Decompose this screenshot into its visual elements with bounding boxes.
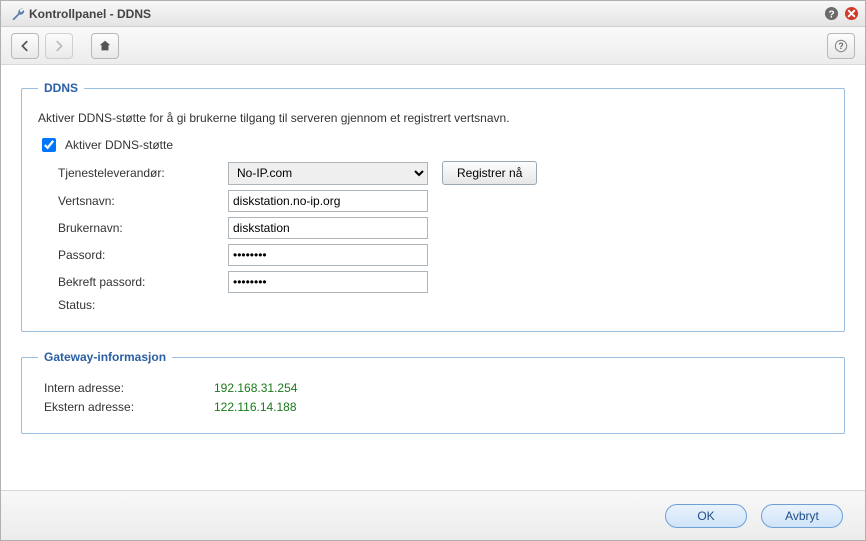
footer: OK Avbryt [1,490,865,540]
hostname-row: Vertsnavn: [38,190,828,212]
external-address-value: 122.116.14.188 [214,400,297,414]
back-button[interactable] [11,33,39,59]
gateway-legend: Gateway-informasjon [38,350,172,364]
home-button[interactable] [91,33,119,59]
external-address-row: Ekstern adresse: 122.116.14.188 [38,400,828,414]
enable-ddns-row: Aktiver DDNS-støtte [38,135,828,155]
enable-ddns-label: Aktiver DDNS-støtte [65,138,173,152]
cancel-button[interactable]: Avbryt [761,504,843,528]
status-row: Status: [38,298,828,312]
internal-address-row: Intern adresse: 192.168.31.254 [38,381,828,395]
window-title-container: Kontrollpanel - DDNS [7,7,819,21]
content: DDNS Aktiver DDNS-støtte for å gi bruker… [1,65,865,490]
ddns-section: DDNS Aktiver DDNS-støtte for å gi bruker… [21,81,845,332]
provider-label: Tjenesteleverandør: [58,166,228,180]
svg-text:?: ? [828,9,834,20]
forward-button[interactable] [45,33,73,59]
wrench-icon [11,7,25,21]
help-button[interactable]: ? [827,33,855,59]
provider-row: Tjenesteleverandør: No-IP.com Registrer … [38,161,828,185]
confirm-password-row: Bekreft passord: [38,271,828,293]
internal-address-value: 192.168.31.254 [214,381,297,395]
username-label: Brukernavn: [58,221,228,235]
titlebar: Kontrollpanel - DDNS ? [1,1,865,27]
hostname-input[interactable] [228,190,428,212]
hostname-label: Vertsnavn: [58,194,228,208]
password-label: Passord: [58,248,228,262]
svg-text:?: ? [838,41,843,51]
username-input[interactable] [228,217,428,239]
help-titlebar-button[interactable]: ? [823,6,839,22]
ddns-description: Aktiver DDNS-støtte for å gi brukerne ti… [38,111,828,125]
close-titlebar-button[interactable] [843,6,859,22]
password-row: Passord: [38,244,828,266]
window-title: Kontrollpanel - DDNS [29,7,151,21]
username-row: Brukernavn: [38,217,828,239]
enable-ddns-checkbox[interactable] [42,138,56,152]
provider-select[interactable]: No-IP.com [228,162,428,185]
internal-address-label: Intern adresse: [44,381,214,395]
ddns-legend: DDNS [38,81,84,95]
status-label: Status: [58,298,228,312]
ok-button[interactable]: OK [665,504,747,528]
external-address-label: Ekstern adresse: [44,400,214,414]
window: Kontrollpanel - DDNS ? ? DDNS Aktiver DD… [0,0,866,541]
toolbar: ? [1,27,865,65]
password-input[interactable] [228,244,428,266]
gateway-section: Gateway-informasjon Intern adresse: 192.… [21,350,845,434]
confirm-password-label: Bekreft passord: [58,275,228,289]
confirm-password-input[interactable] [228,271,428,293]
register-now-button[interactable]: Registrer nå [442,161,537,185]
